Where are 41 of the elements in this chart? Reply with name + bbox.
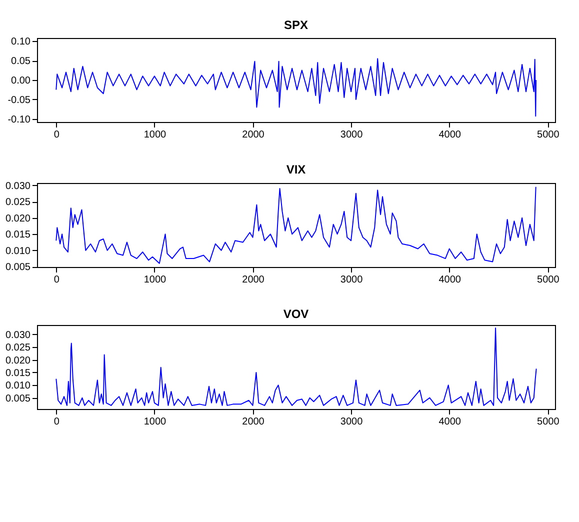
y-tick-label: -0.05 — [8, 94, 31, 106]
x-tick-label: 5000 — [537, 416, 560, 428]
y-tick-label: 0.030 — [5, 180, 31, 192]
x-tick-label: 3000 — [340, 416, 364, 428]
x-tick-label: 5000 — [537, 274, 560, 286]
y-tick-label: 0.010 — [5, 380, 31, 392]
x-tick-label: 2000 — [242, 274, 265, 286]
y-tick-label: 0.020 — [5, 213, 31, 224]
y-tick-label: 0.025 — [5, 342, 31, 354]
chart-title: VIX — [286, 162, 306, 176]
x-tick-label: 3000 — [340, 274, 364, 286]
y-tick-label: 0.025 — [5, 197, 31, 208]
x-tick-label: 1000 — [144, 130, 167, 140]
x-tick-label: 2000 — [242, 416, 265, 428]
y-tick-label: 0.005 — [5, 393, 31, 404]
y-tick-label: -0.10 — [8, 114, 31, 126]
x-tick-label: 4000 — [438, 416, 462, 428]
y-tick-label: 0.00 — [11, 76, 31, 86]
y-tick-label: 0.015 — [5, 230, 31, 241]
x-tick-label: 0 — [54, 274, 60, 286]
line-series — [56, 186, 536, 264]
x-tick-label: 4000 — [438, 130, 462, 140]
line-series — [56, 328, 537, 406]
x-tick-label: 0 — [54, 416, 60, 428]
chart-title: SPX — [284, 18, 308, 32]
x-tick-label: 2000 — [242, 130, 265, 140]
x-tick-label: 5000 — [537, 130, 560, 140]
x-tick-label: 0 — [54, 130, 60, 140]
x-tick-label: 1000 — [144, 274, 167, 286]
x-tick-label: 1000 — [144, 416, 167, 428]
y-tick-label: 0.05 — [11, 56, 31, 68]
y-tick-label: 0.015 — [5, 368, 31, 379]
y-tick-label: 0.005 — [5, 262, 31, 274]
y-tick-label: 0.10 — [11, 36, 31, 48]
x-tick-label: 4000 — [438, 274, 462, 286]
y-tick-label: 0.010 — [5, 246, 31, 257]
y-tick-label: 0.020 — [5, 355, 31, 366]
x-tick-label: 3000 — [340, 130, 364, 140]
y-tick-label: 0.030 — [5, 330, 31, 341]
line-series — [56, 58, 537, 117]
chart-title: VOV — [283, 307, 309, 321]
